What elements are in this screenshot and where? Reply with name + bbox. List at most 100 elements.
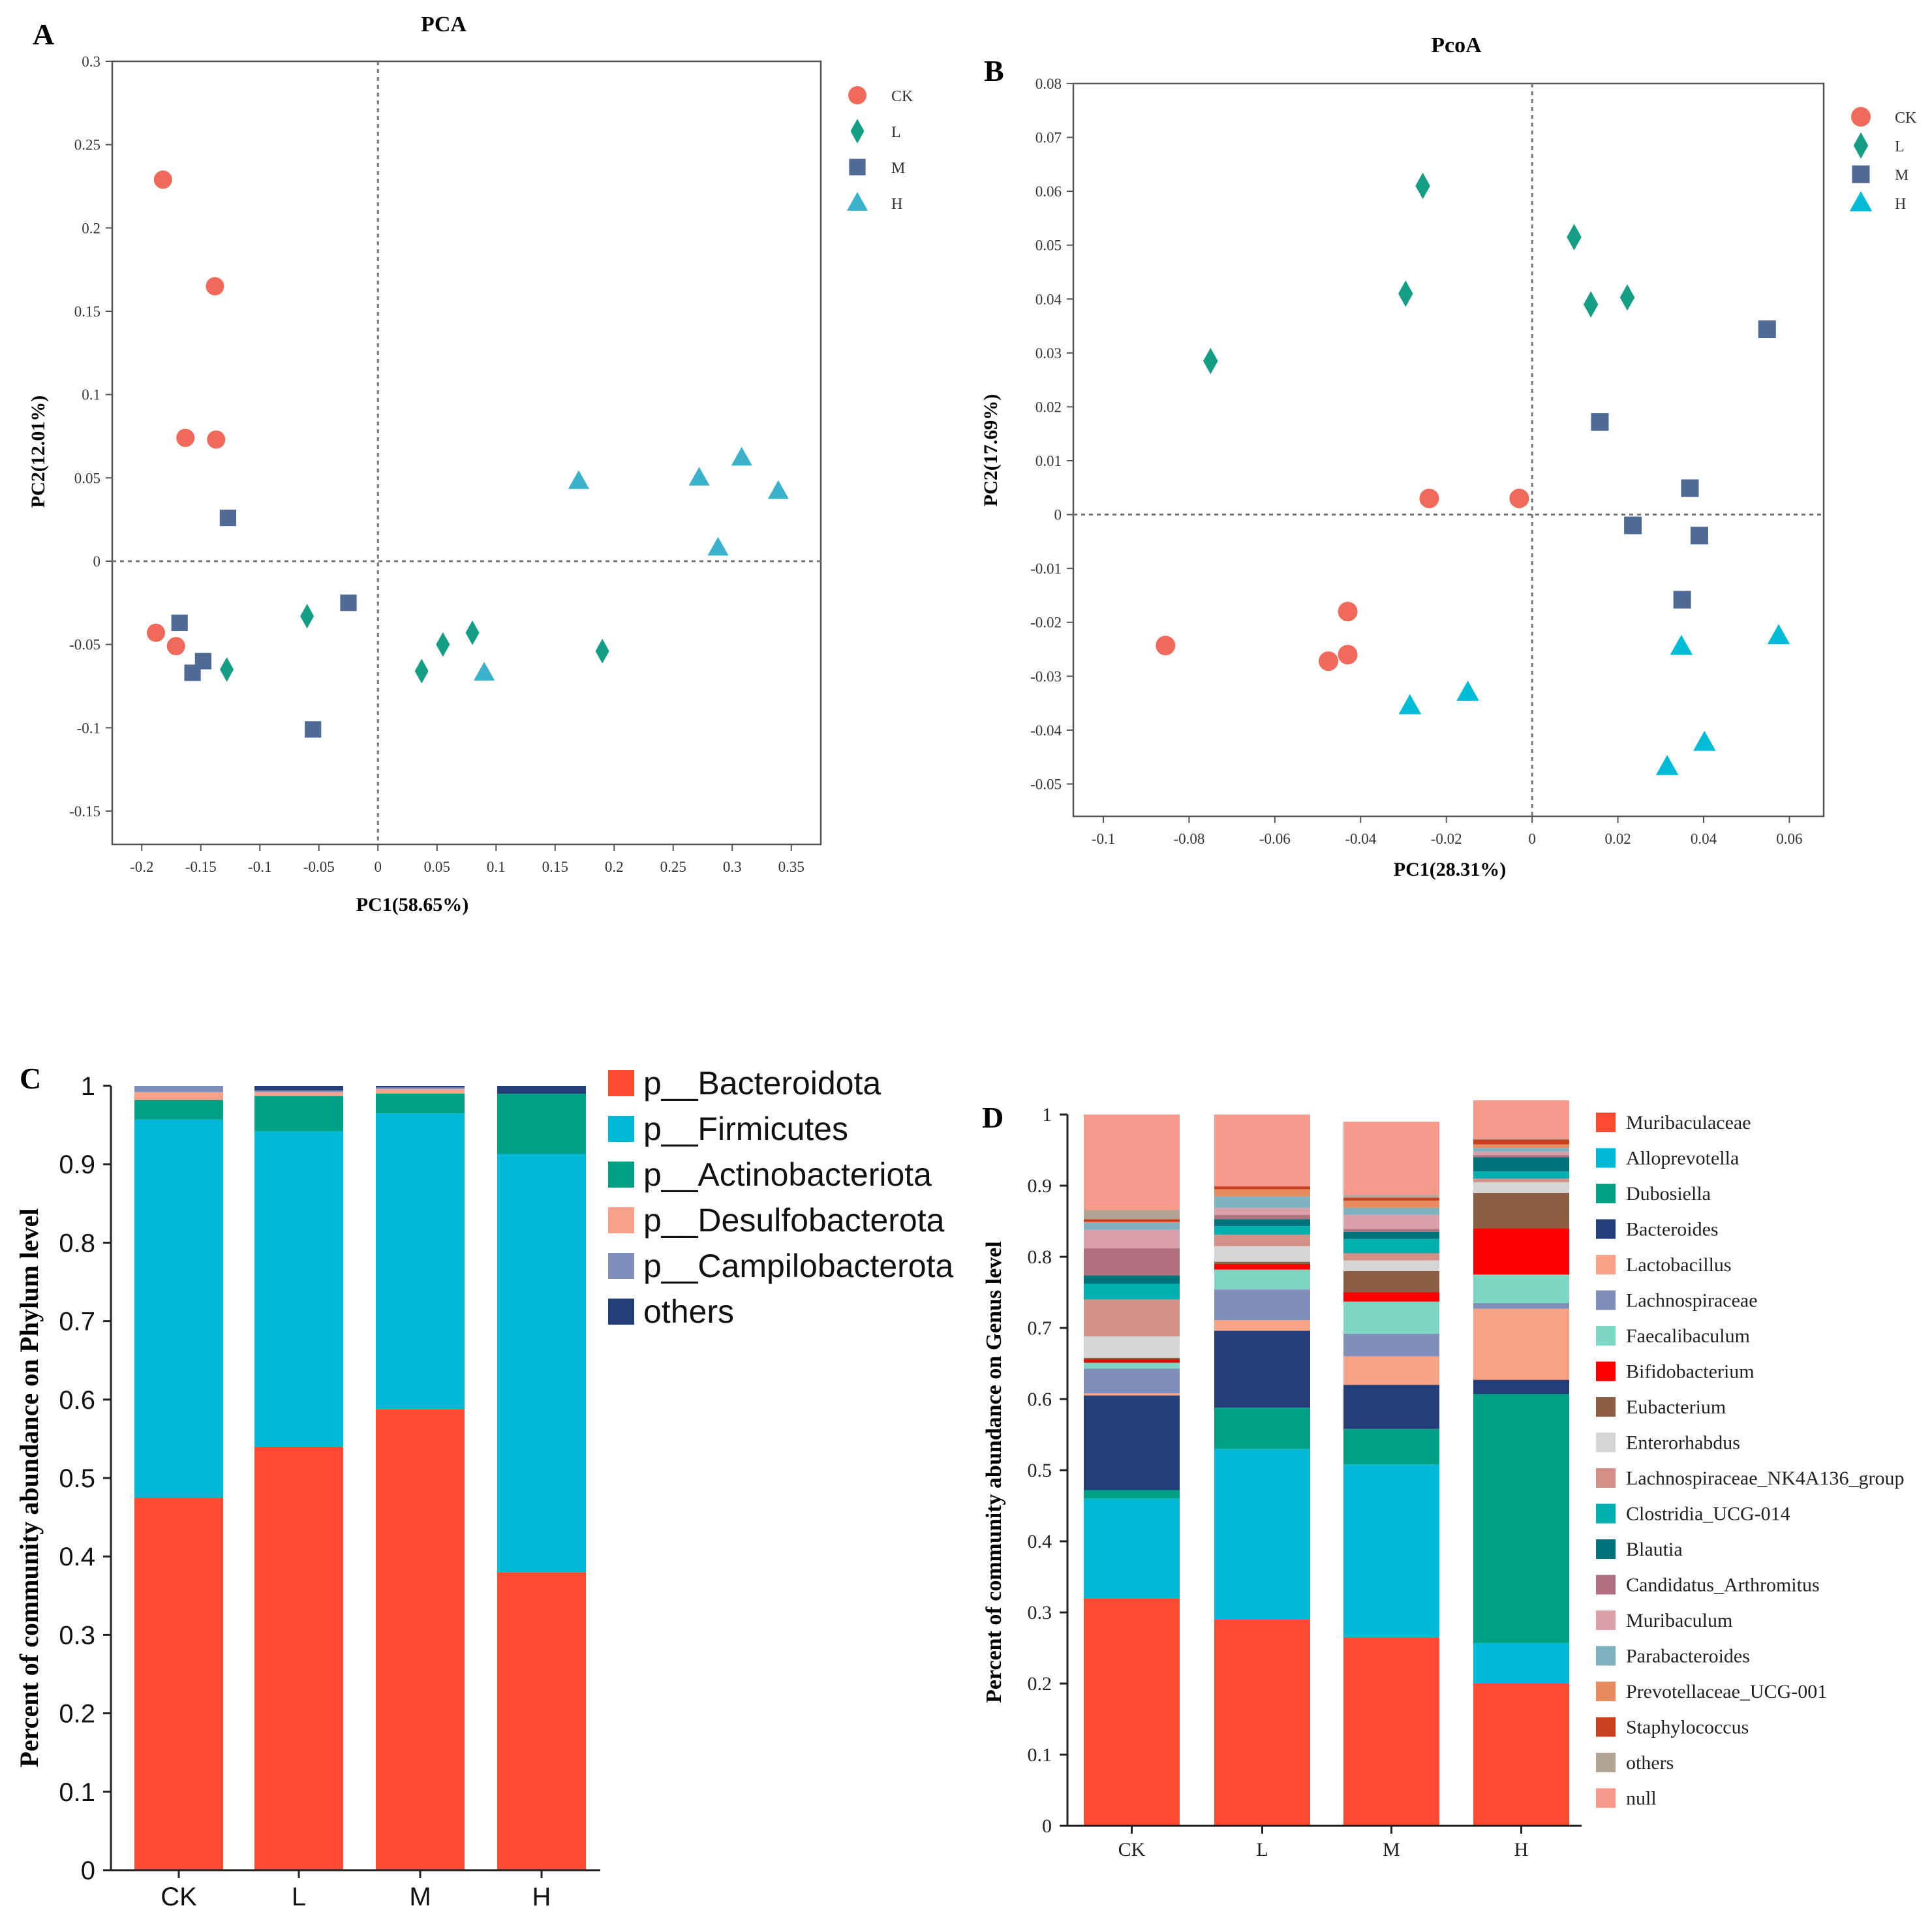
y-tick-label: 0 <box>1042 1815 1052 1837</box>
y-tick-label: 0.08 <box>1035 76 1062 92</box>
legend-swatch-dubosiella <box>1596 1184 1616 1203</box>
bar-segment-l-others <box>254 1086 343 1091</box>
bar-segment-m-p-bacteroidota <box>376 1409 465 1870</box>
bar-segment-l-lachnospiraceae <box>1214 1289 1310 1321</box>
legend-label-eubacterium: Eubacterium <box>1626 1396 1726 1418</box>
y-tick-label: -0.01 <box>1030 561 1062 577</box>
panel-d-letter: D <box>982 1101 1004 1134</box>
legend-label-bifidobacterium: Bifidobacterium <box>1626 1361 1755 1383</box>
y-tick-label: 0.2 <box>59 1700 95 1729</box>
bar-segment-h-bifidobacterium <box>1473 1228 1569 1275</box>
point-m <box>1690 527 1708 545</box>
point-ck <box>206 277 224 296</box>
pcoa-plot-frame <box>1072 82 1825 818</box>
x-tick-label: -0.05 <box>303 859 335 875</box>
bar-segment-h-staphylococcus <box>1473 1139 1569 1145</box>
bar-segment-m-p-actinobacteriota <box>376 1094 465 1114</box>
pca-x-axis-label: PC1(58.65%) <box>356 894 468 916</box>
bar-segment-ck-enterorhabdus <box>1084 1336 1180 1358</box>
bar-segment-ck-alloprevotella <box>1084 1498 1180 1599</box>
bar-segment-l-staphylococcus <box>1214 1186 1310 1190</box>
point-m <box>219 509 236 527</box>
legend-label-dubosiella: Dubosiella <box>1626 1183 1711 1205</box>
bar-segment-m-muribaculum <box>1343 1214 1439 1229</box>
x-tick-label: 0.1 <box>487 859 506 875</box>
x-tick-label: 0.05 <box>424 859 450 875</box>
x-tick-label: -0.1 <box>1092 831 1115 847</box>
legend-marker-m <box>1852 165 1870 183</box>
legend-swatch-bifidobacterium <box>1596 1361 1616 1381</box>
x-tick-label: 0.2 <box>605 859 624 875</box>
y-tick-label: -0.05 <box>1030 776 1062 792</box>
bar-segment-h-bacteroides <box>1473 1379 1569 1394</box>
legend-marker-l <box>850 119 865 144</box>
x-tick-label: 0.06 <box>1776 831 1802 847</box>
legend-swatch-staphylococcus <box>1596 1717 1616 1737</box>
panel-a-pca: A PCA PC1(58.65%) PC2(12.01%) -0.2 -0.15 -… <box>27 12 913 916</box>
legend-marker-m <box>849 159 866 176</box>
legend-marker-ck <box>848 86 866 104</box>
bar-segment-l-clostridia-ucg-014 <box>1214 1226 1310 1235</box>
category-label-m: M <box>409 1883 431 1911</box>
bar-segment-ck-clostridia-ucg-014 <box>1084 1284 1180 1300</box>
bar-segment-m-dubosiella <box>1343 1428 1439 1465</box>
legend-label-alloprevotella: Alloprevotella <box>1626 1148 1739 1169</box>
panel-d-genus: D Percent of community abundance on Genu… <box>982 1100 1905 1860</box>
y-tick-label: -0.04 <box>1030 722 1062 739</box>
point-l <box>1203 348 1218 375</box>
y-tick-label: 0 <box>81 1856 95 1885</box>
genus-y-axis-label: Percent of community abundance on Genus … <box>982 1241 1006 1703</box>
point-l <box>1415 172 1430 200</box>
y-tick-label: 0.1 <box>82 387 100 403</box>
legend-marker-ck <box>1851 107 1871 127</box>
legend-swatch-lachnospiraceae-nk4a136-group <box>1596 1468 1616 1488</box>
point-l <box>595 638 609 664</box>
bar-segment-m-enterorhabdus <box>1343 1260 1439 1271</box>
point-l <box>1567 224 1582 251</box>
bar-segment-m-eubacterium <box>1343 1270 1439 1293</box>
y-tick-label: 0.1 <box>1028 1744 1052 1766</box>
legend-swatch-parabacteroides <box>1596 1646 1616 1666</box>
y-tick-label: 0.4 <box>59 1543 95 1571</box>
bar-segment-h-clostridia-ucg-014 <box>1473 1171 1569 1179</box>
pcoa-x-axis-label: PC1(28.31%) <box>1394 859 1506 880</box>
legend-swatch-faecalibaculum <box>1596 1326 1616 1346</box>
bar-segment-ck-null <box>1084 1115 1180 1210</box>
legend-label-clostridia-ucg-014: Clostridia_UCG-014 <box>1626 1503 1790 1525</box>
legend-swatch-alloprevotella <box>1596 1148 1616 1168</box>
point-h <box>474 662 495 681</box>
bar-segment-ck-p-campilobacterota <box>134 1086 223 1092</box>
bar-segment-m-bifidobacterium <box>1343 1292 1439 1302</box>
bar-segment-l-lactobacillus <box>1214 1320 1310 1331</box>
y-tick-label: 0.9 <box>59 1150 95 1179</box>
x-tick-label: 0.35 <box>778 859 805 875</box>
x-tick-label: -0.04 <box>1345 831 1376 847</box>
point-m <box>1624 516 1642 534</box>
bar-segment-h-null <box>1473 1100 1569 1139</box>
point-ck <box>1338 602 1358 622</box>
legend-label-others: others <box>1626 1752 1674 1774</box>
legend-swatch-p-bacteroidota <box>608 1070 634 1096</box>
legend-label-ck: CK <box>891 88 913 105</box>
bar-segment-ck-p-desulfobacterota <box>134 1092 223 1100</box>
y-tick-label: 0.2 <box>82 220 100 236</box>
y-tick-label: -0.1 <box>77 720 100 736</box>
legend-swatch-p-desulfobacterota <box>608 1207 634 1233</box>
y-tick-label: 0.05 <box>1035 238 1062 254</box>
bar-segment-m-p-firmicutes <box>376 1113 465 1409</box>
bar-segment-l-parabacteroides <box>1214 1196 1310 1208</box>
y-tick-label: 0.6 <box>1028 1389 1052 1410</box>
x-tick-label: 0.25 <box>660 859 686 875</box>
y-tick-label: 0.03 <box>1035 345 1062 362</box>
bar-segment-h-lactobacillus <box>1473 1308 1569 1380</box>
y-tick-label: 0.6 <box>59 1386 95 1415</box>
bar-segment-m-faecalibaculum <box>1343 1301 1439 1334</box>
bar-segment-ck-bifidobacterium <box>1084 1359 1180 1363</box>
category-label-l: L <box>1256 1839 1268 1860</box>
legend-label-staphylococcus: Staphylococcus <box>1626 1717 1749 1738</box>
bar-segment-l-blautia <box>1214 1219 1310 1227</box>
y-tick-label: 0.01 <box>1035 453 1062 469</box>
legend-label-l: L <box>1895 138 1905 155</box>
x-tick-label: -0.06 <box>1259 831 1291 847</box>
